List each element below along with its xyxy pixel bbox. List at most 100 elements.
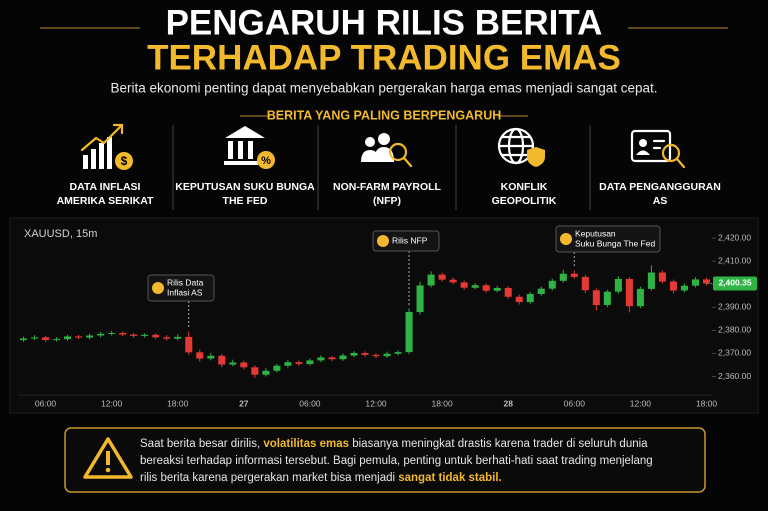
annotation-icon: [560, 233, 572, 245]
note-segment: Saat berita besar dirilis,: [140, 438, 263, 450]
svg-text:%: %: [261, 155, 271, 167]
annotation-text: Suku Bunga The Fed: [575, 238, 655, 248]
annotation-box: [147, 274, 215, 302]
candle-body: [207, 355, 215, 359]
candle-body: [97, 333, 105, 336]
candle-body: [130, 334, 138, 336]
note-line: bereaksi terhadap informasi tersebut. Ba…: [140, 455, 653, 467]
y-tick-label: 2,390.00: [718, 302, 751, 312]
candle-body: [196, 352, 204, 359]
candle-body: [570, 273, 578, 277]
candle-body: [405, 311, 413, 353]
candle-body: [614, 278, 622, 292]
y-tick-label: 2,420.00: [718, 232, 751, 242]
note-segment: rilis berita karena pergerakan market bi…: [140, 472, 398, 484]
title-line: TERHADAP TRADING EMAS: [147, 38, 621, 77]
y-tick-label: 2,410.00: [718, 255, 751, 265]
section-heading: BERITA YANG PALING BERPENGARUH: [267, 108, 502, 122]
note-line: Saat berita besar dirilis, volatilitas e…: [140, 438, 648, 450]
note-segment: biasanya meningkat drastis karena trader…: [349, 438, 648, 450]
svg-text:$: $: [121, 154, 128, 168]
candle-body: [240, 362, 248, 368]
x-tick-label: 27: [239, 398, 249, 408]
candle-body: [416, 285, 424, 312]
candle-body: [108, 332, 116, 334]
candle-body: [141, 334, 149, 336]
annotation-box: [555, 225, 661, 253]
candle-body: [339, 355, 347, 360]
x-tick-label: 18:00: [167, 398, 189, 408]
candle-body: [53, 339, 61, 341]
candle-body: [493, 287, 501, 291]
candle-body: [42, 337, 50, 341]
candle-body: [30, 337, 39, 339]
x-tick-label: 06:00: [564, 398, 586, 408]
candle-body: [482, 285, 490, 291]
candle-body: [581, 276, 589, 291]
candle-body: [449, 279, 457, 283]
candle-body: [515, 296, 523, 303]
candle-body: [119, 332, 127, 335]
item-label: NON-FARM PAYROLL: [333, 181, 442, 193]
candle-body: [603, 291, 611, 306]
candle-body: [504, 287, 512, 297]
candle-body: [691, 279, 700, 286]
candle-body: [86, 335, 94, 338]
icon-geopolitics: [497, 127, 545, 167]
note-line: rilis berita karena pergerakan market bi…: [140, 472, 502, 484]
candle-body: [372, 354, 380, 357]
annotation-icon: [152, 282, 164, 294]
candle-body: [669, 281, 677, 291]
candle-body: [537, 288, 545, 294]
candle-body: [19, 338, 28, 341]
title-line: PENGARUH RILIS BERITA: [166, 3, 603, 42]
candle-body: [174, 336, 182, 339]
note-text: Saat berita besar dirilis, volatilitas e…: [140, 438, 653, 484]
candle-body: [460, 282, 468, 288]
item-label: DATA INFLASI: [70, 181, 141, 193]
candle-body: [350, 353, 358, 356]
candle-body: [471, 285, 479, 288]
candle-body: [526, 293, 534, 303]
icon-inflation: $: [80, 123, 133, 170]
candle-body: [592, 290, 600, 306]
candle-body: [647, 272, 655, 289]
candle-body: [75, 336, 83, 338]
item-label: AMERIKA SERIKAT: [57, 195, 154, 207]
candle-body: [658, 272, 666, 282]
x-tick-label: 12:00: [101, 398, 123, 408]
candle-body: [559, 273, 567, 281]
candle-body: [64, 336, 72, 340]
x-tick-label: 06:00: [299, 398, 321, 408]
item-label: DATA PENGANGGURAN: [599, 181, 721, 193]
candle-body: [185, 336, 193, 353]
dividers: [172, 125, 591, 210]
candle-body: [229, 362, 237, 365]
x-tick-label: 18:00: [431, 398, 453, 408]
symbol-label: XAUUSD, 15m: [24, 228, 97, 240]
candle-body: [251, 367, 259, 375]
annotation-text: Inflasi AS: [167, 287, 203, 297]
subtitle: Berita ekonomi penting dapat menyebabkan…: [110, 81, 657, 96]
candle-body: [152, 334, 160, 338]
candle-body: [383, 353, 391, 357]
candle-body: [636, 288, 644, 307]
note-box: [64, 427, 706, 493]
candle-body: [328, 357, 336, 360]
last-price-label: 2,400.35: [718, 278, 751, 288]
item-label: THE FED: [223, 195, 268, 207]
item-label: GEOPOLITIK: [492, 195, 557, 207]
note-segment: bereaksi terhadap informasi tersebut. Ba…: [140, 455, 653, 467]
icon-bank: %: [224, 126, 275, 169]
candle-body: [394, 352, 402, 354]
y-tick-label: 2,380.00: [718, 325, 751, 335]
annotation-text: Rilis Data: [167, 277, 204, 287]
item-label: AS: [653, 195, 668, 207]
candle-body: [163, 337, 171, 339]
item-label: (NFP): [373, 195, 401, 207]
warning-icon: [83, 437, 133, 479]
candle-body: [218, 355, 226, 365]
x-tick-label: 12:00: [365, 398, 387, 408]
candle-body: [702, 279, 711, 284]
